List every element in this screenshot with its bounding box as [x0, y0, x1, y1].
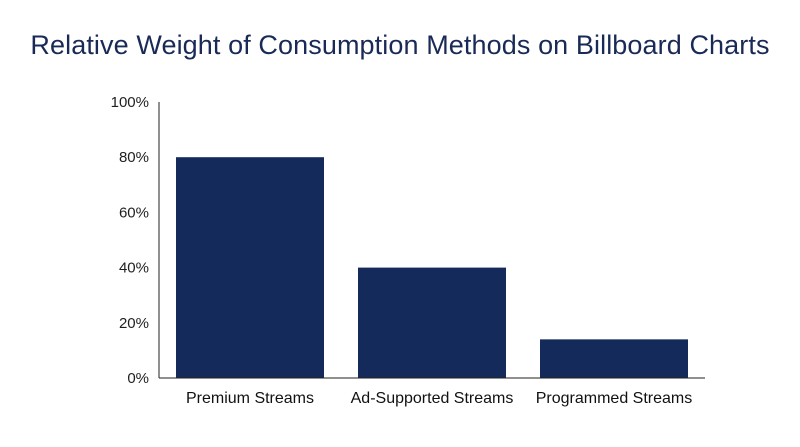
x-tick-label: Programmed Streams [536, 390, 693, 407]
chart-title: Relative Weight of Consumption Methods o… [30, 30, 770, 60]
bar [540, 339, 688, 378]
y-tick-label: 60% [119, 204, 149, 221]
y-tick-label: 100% [111, 94, 149, 111]
y-tick-label: 40% [119, 260, 149, 277]
y-axis: 0% 20% 40% 60% 80% 100% [111, 94, 160, 387]
bar [176, 157, 324, 378]
y-tick-label: 80% [119, 149, 149, 166]
bars [176, 157, 688, 378]
x-axis: Premium Streams Ad-Supported Streams Progr… [159, 377, 705, 407]
y-tick-label: 20% [119, 315, 149, 332]
bar [358, 267, 506, 378]
y-tick-label: 0% [127, 370, 149, 387]
x-tick-label: Ad-Supported Streams [351, 390, 514, 407]
x-tick-label: Premium Streams [186, 390, 314, 407]
